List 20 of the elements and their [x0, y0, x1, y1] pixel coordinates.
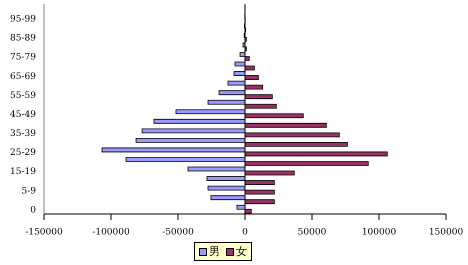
y-tick-label: 15-19: [10, 167, 36, 178]
x-tick-label: 50000: [298, 227, 327, 238]
y-tick-label: 25-29: [10, 148, 36, 158]
x-tick-label: 0: [242, 227, 248, 238]
x-tick-label: 150000: [428, 227, 464, 238]
legend-label: 女: [236, 244, 247, 259]
x-tick-label: 100000: [362, 227, 396, 238]
x-tick-label: -100000: [92, 227, 130, 238]
x-tick-label: -150000: [25, 227, 63, 238]
y-tick-label: 85-89: [10, 34, 36, 44]
y-tick-label: 55-59: [10, 90, 36, 101]
x-tick-label: -50000: [162, 227, 194, 238]
y-tick-label: 75-79: [10, 52, 36, 63]
y-tick-label: 45-49: [10, 110, 36, 120]
y-tick-label: 35-39: [10, 129, 36, 140]
y-tick-label: 0: [30, 205, 36, 216]
y-tick-label: 95-99: [10, 14, 36, 25]
legend-label: 男: [209, 244, 220, 259]
y-tick-label: 65-69: [10, 72, 36, 82]
y-tick-label: 5-9: [22, 186, 36, 196]
